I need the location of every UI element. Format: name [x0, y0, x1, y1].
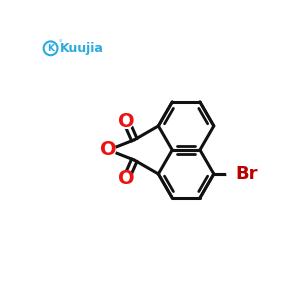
Circle shape: [119, 115, 133, 128]
Circle shape: [119, 172, 133, 185]
Text: °: °: [58, 41, 62, 47]
Text: O: O: [100, 140, 117, 160]
Text: K: K: [47, 44, 54, 53]
Circle shape: [227, 167, 241, 181]
Text: Kuujia: Kuujia: [60, 42, 104, 55]
Circle shape: [102, 143, 116, 157]
Text: Br: Br: [236, 165, 258, 183]
Text: O: O: [118, 169, 135, 188]
Text: O: O: [118, 112, 135, 131]
